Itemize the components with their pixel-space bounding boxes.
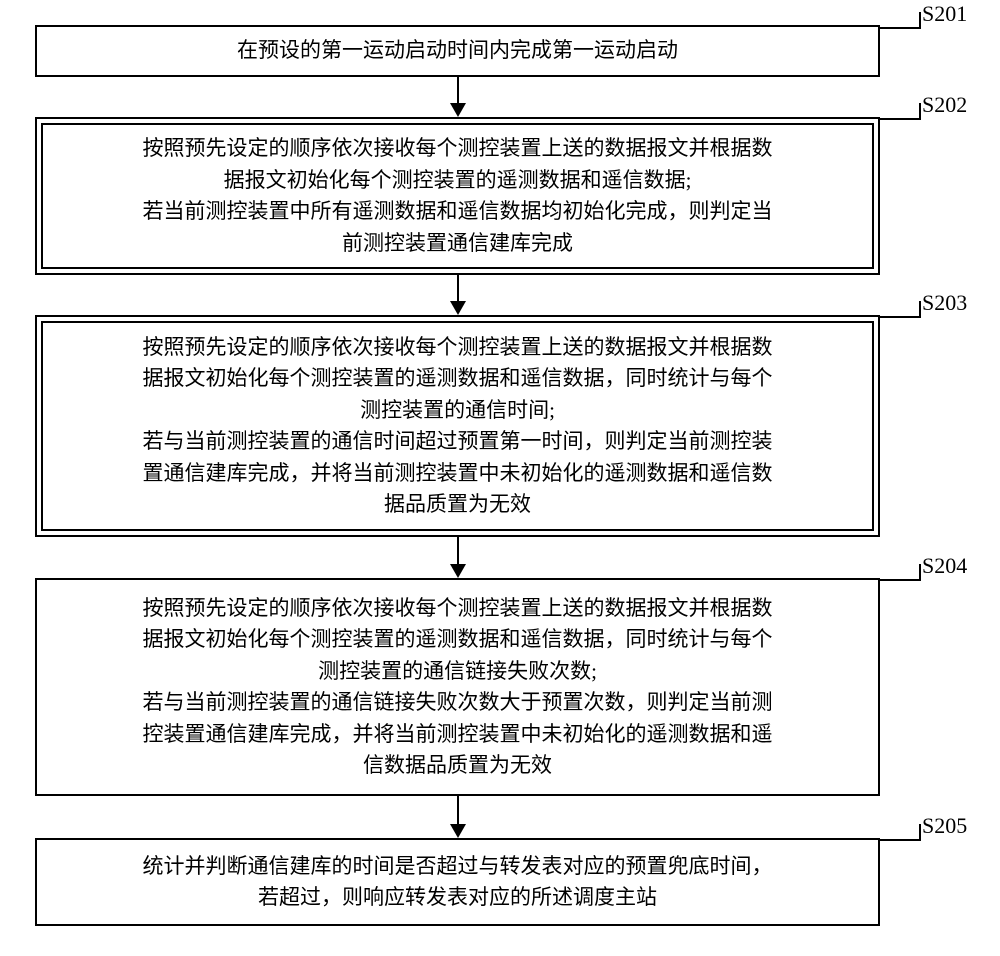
- step-s202: 按照预先设定的顺序依次接收每个测控装置上送的数据报文并根据数 据报文初始化每个测…: [41, 123, 874, 269]
- step-s203-outer: 按照预先设定的顺序依次接收每个测控装置上送的数据报文并根据数 据报文初始化每个测…: [35, 315, 880, 537]
- flowchart-container: 在预设的第一运动启动时间内完成第一运动启动 S201 按照预先设定的顺序依次接收…: [0, 0, 1000, 956]
- step-s204: 按照预先设定的顺序依次接收每个测控装置上送的数据报文并根据数 据报文初始化每个测…: [35, 578, 880, 796]
- arrow-head-3: [450, 564, 466, 578]
- step-s201: 在预设的第一运动启动时间内完成第一运动启动: [35, 25, 880, 77]
- step-s204-text: 按照预先设定的顺序依次接收每个测控装置上送的数据报文并根据数 据报文初始化每个测…: [143, 593, 773, 782]
- step-s203: 按照预先设定的顺序依次接收每个测控装置上送的数据报文并根据数 据报文初始化每个测…: [41, 321, 874, 531]
- step-s202-outer: 按照预先设定的顺序依次接收每个测控装置上送的数据报文并根据数 据报文初始化每个测…: [35, 117, 880, 275]
- label-line-s202: [880, 103, 922, 121]
- arrow-s203-s204: [457, 537, 459, 566]
- arrow-head-4: [450, 824, 466, 838]
- label-s205: S205: [922, 813, 967, 839]
- label-line-s203: [880, 301, 922, 319]
- step-s205: 统计并判断通信建库的时间是否超过与转发表对应的预置兜底时间， 若超过，则响应转发…: [35, 838, 880, 926]
- label-line-s204: [880, 564, 922, 582]
- label-s203: S203: [922, 290, 967, 316]
- arrow-head-2: [450, 301, 466, 315]
- label-line-s201: [880, 12, 922, 30]
- step-s203-text: 按照预先设定的顺序依次接收每个测控装置上送的数据报文并根据数 据报文初始化每个测…: [143, 332, 773, 521]
- step-s202-text: 按照预先设定的顺序依次接收每个测控装置上送的数据报文并根据数 据报文初始化每个测…: [143, 133, 773, 259]
- label-s202: S202: [922, 92, 967, 118]
- step-s205-text: 统计并判断通信建库的时间是否超过与转发表对应的预置兜底时间， 若超过，则响应转发…: [143, 851, 773, 914]
- arrow-head-1: [450, 103, 466, 117]
- step-s201-text: 在预设的第一运动启动时间内完成第一运动启动: [237, 35, 678, 67]
- arrow-s201-s202: [457, 77, 459, 105]
- arrow-s204-s205: [457, 796, 459, 826]
- arrow-s202-s203: [457, 275, 459, 303]
- label-line-s205: [880, 824, 922, 842]
- label-s204: S204: [922, 553, 967, 579]
- label-s201: S201: [922, 1, 967, 27]
